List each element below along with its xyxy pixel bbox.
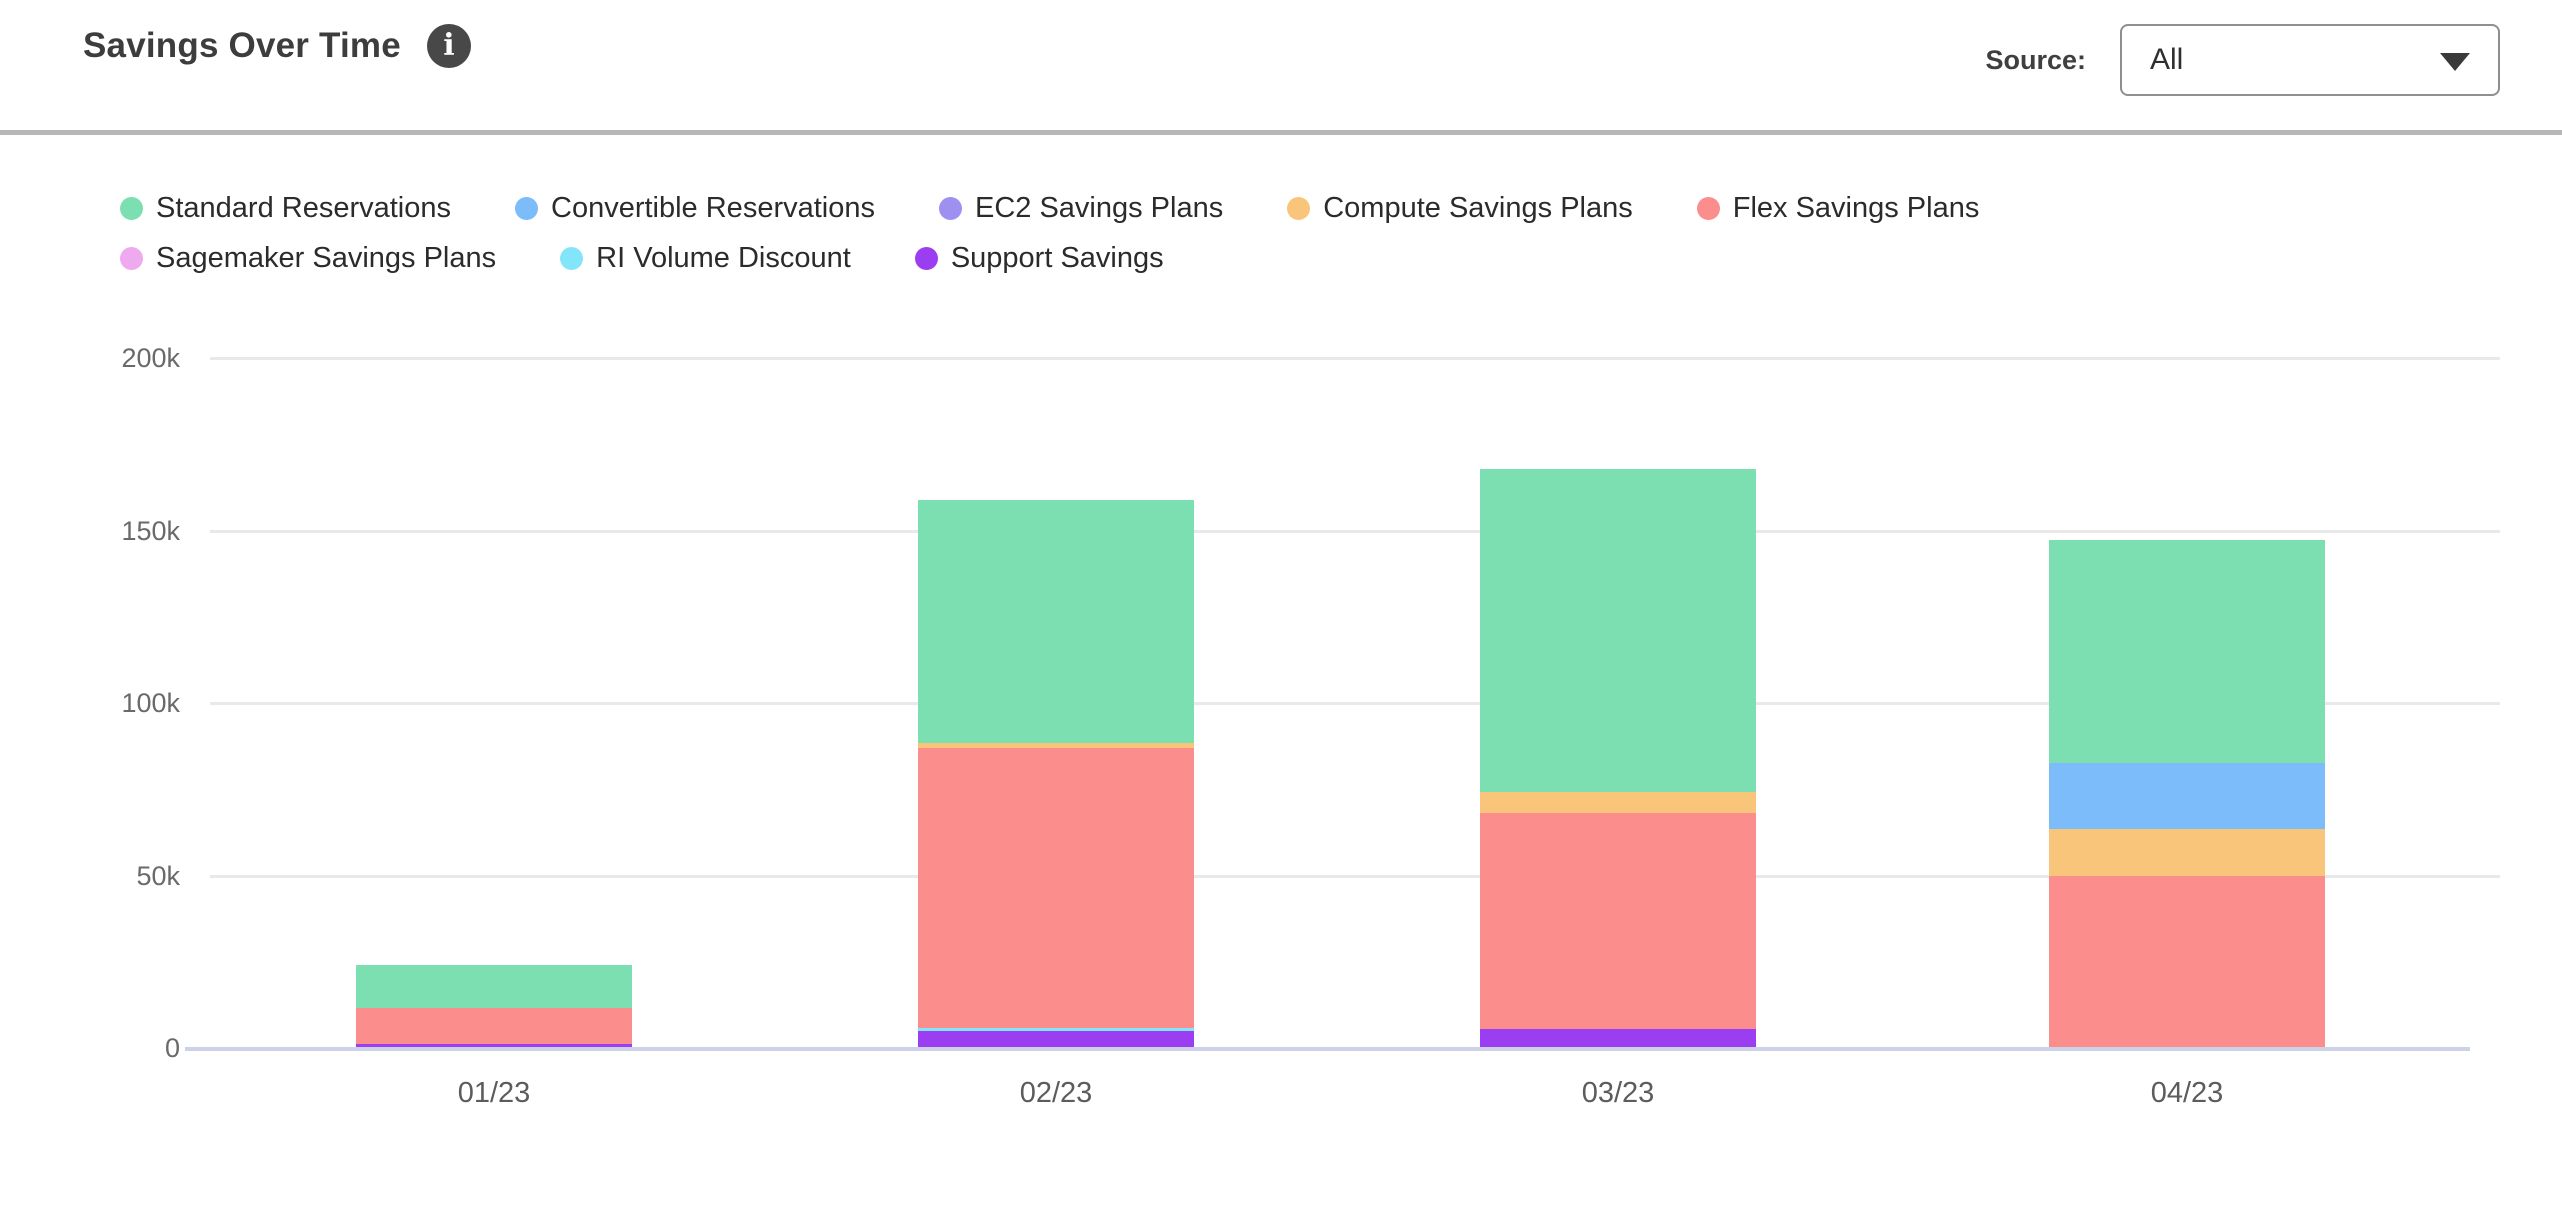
source-dropdown-value: All: [2150, 43, 2184, 76]
caret-down-icon: [2440, 53, 2470, 71]
bar-segment-02-23-ri-volume-discount[interactable]: [918, 1028, 1194, 1032]
y-axis-tick: 150k: [121, 515, 180, 546]
legend-label: Compute Savings Plans: [1323, 191, 1633, 224]
gridline-50k: [210, 874, 2500, 878]
legend-item-flex-savings-plans[interactable]: Flex Savings Plans: [1696, 191, 1980, 225]
x-axis-tick: 04/23: [2150, 1077, 2224, 1109]
legend-label: Support Savings: [950, 241, 1164, 274]
chart-legend: Standard Reservations Convertible Reserva…: [120, 186, 2450, 286]
legend-item-ri-volume-discount[interactable]: RI Volume Discount: [560, 242, 851, 275]
bar-segment-02-23-standard-reservations[interactable]: [918, 499, 1194, 744]
legend-dot-icon: [560, 246, 584, 270]
legend-dot-icon: [515, 196, 538, 220]
x-axis-tick: 03/23: [1581, 1077, 1655, 1109]
legend-dot-icon: [1287, 196, 1311, 220]
panel-header: Savings Over Time i Source: All: [0, 0, 2562, 130]
legend-dot-icon: [1696, 196, 1720, 220]
bar-segment-02-23-compute-savings-plans[interactable]: [918, 743, 1194, 748]
gridline-150k: [210, 529, 2500, 533]
legend-label: Standard Reservations: [156, 191, 451, 224]
bar-segment-04-23-standard-reservations[interactable]: [2049, 540, 2325, 764]
gridline-200k: [210, 357, 2500, 360]
y-axis-tick: 200k: [121, 343, 180, 373]
bar-segment-04-23-convertible-reservations[interactable]: [2049, 763, 2325, 829]
page-title: Savings Over Time: [83, 26, 401, 65]
y-axis-tick: 50k: [136, 860, 180, 891]
bar-segment-03-23-standard-reservations[interactable]: [1480, 469, 1756, 793]
x-axis-tick: 02/23: [1019, 1077, 1093, 1109]
bar-segment-01-23-support-savings[interactable]: [356, 1043, 632, 1047]
legend-label: Convertible Reservations: [551, 191, 875, 224]
bar-segment-01-23-flex-savings-plans[interactable]: [356, 1008, 632, 1044]
legend-label: Flex Savings Plans: [1732, 191, 1980, 224]
legend-label: Sagemaker Savings Plans: [156, 241, 497, 274]
legend-item-sagemaker-savings-plans[interactable]: Sagemaker Savings Plans: [120, 242, 496, 275]
legend-label: RI Volume Discount: [596, 241, 851, 274]
bar-segment-03-23-support-savings[interactable]: [1480, 1029, 1756, 1047]
chart-plot: 200k 150k 100k 50k 0 01/23 02/23 03/23 04/23: [0, 330, 2562, 1122]
legend-dot-icon: [120, 246, 143, 270]
y-axis-tick: 0: [164, 1033, 180, 1063]
legend-item-support-savings[interactable]: Support Savings: [914, 241, 1164, 275]
legend-dot-icon: [120, 196, 143, 220]
bar-segment-04-23-flex-savings-plans[interactable]: [2049, 875, 2325, 1047]
legend-item-compute-savings-plans[interactable]: Compute Savings Plans: [1287, 192, 1633, 225]
info-icon[interactable]: i: [426, 24, 471, 68]
header-divider: [0, 130, 2562, 135]
bar-segment-03-23-flex-savings-plans[interactable]: [1480, 813, 1756, 1030]
bar-segment-03-23-compute-savings-plans[interactable]: [1480, 792, 1756, 814]
legend-row-2: Sagemaker Savings Plans RI Volume Discoun…: [120, 236, 2450, 280]
y-axis-tick: 100k: [121, 688, 180, 718]
legend-label: EC2 Savings Plans: [974, 191, 1224, 224]
legend-item-standard-reservations[interactable]: Standard Reservations: [120, 192, 451, 225]
legend-item-ec2-savings-plans[interactable]: EC2 Savings Plans: [938, 191, 1224, 225]
x-axis-tick: 01/23: [457, 1077, 531, 1109]
bar-segment-02-23-flex-savings-plans[interactable]: [918, 747, 1194, 1029]
bar-segment-02-23-support-savings[interactable]: [918, 1031, 1194, 1047]
source-label: Source:: [1985, 44, 2086, 75]
legend-dot-icon: [914, 246, 938, 270]
bar-segment-01-23-standard-reservations[interactable]: [356, 964, 632, 1009]
legend-dot-icon: [938, 196, 962, 220]
source-dropdown[interactable]: All: [2120, 24, 2500, 96]
gridline-100k: [210, 702, 2500, 705]
legend-row-1: Standard Reservations Convertible Reserva…: [120, 186, 2450, 230]
bar-segment-04-23-compute-savings-plans[interactable]: [2049, 828, 2325, 876]
x-axis-baseline: [185, 1047, 2470, 1051]
legend-item-convertible-reservations[interactable]: Convertible Reservations: [515, 192, 875, 225]
